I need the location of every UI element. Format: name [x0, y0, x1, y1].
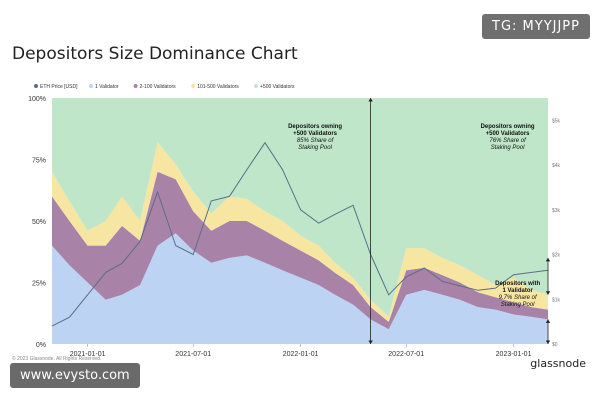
legend-entry: ETH Price [USD]: [40, 84, 78, 90]
annotation-text: Depositors owning +500 Validators 85% Shar…: [288, 124, 342, 151]
y-tick-right-label: $3k: [552, 208, 561, 214]
annotation-text: Depositors owning +500 Validators 76% Shar…: [481, 124, 535, 151]
page-title: Depositors Size Dominance Chart: [12, 44, 298, 64]
legend-entry: +500 Validators: [260, 84, 295, 90]
watermark: www.evysto.com: [10, 363, 140, 388]
axes: 0% 25% 50% 75% 100% $0 $1k $2k $3k $4k $5k 2021-01-…: [28, 96, 560, 358]
y-tick-right-label: $5k: [552, 118, 561, 124]
y-tick-left-label: 100%: [28, 96, 46, 103]
annotation-text: Depositors with 1 Validator 9.7% Share of S…: [495, 281, 540, 308]
x-tick-label: 2022-07-01: [388, 351, 424, 358]
x-tick-label: 2021-01-01: [70, 351, 106, 358]
arrow-head: [368, 98, 373, 102]
y-tick-left-label: 25%: [32, 281, 46, 288]
legend-entry: 2-100 Validators: [140, 84, 177, 90]
y-tick-left-label: 75%: [32, 158, 46, 165]
legend: ETH Price [USD] 1 Validator 2-100 Validato…: [34, 84, 295, 90]
annotations: Depositors owning +500 Validators 85% Shar…: [288, 98, 551, 344]
y-tick-right-label: $1k: [552, 297, 561, 303]
legend-swatch: [191, 84, 196, 88]
y-tick-right-label: $2k: [552, 253, 561, 259]
y-tick-left-label: 0%: [36, 342, 46, 349]
legend-swatch: [34, 84, 38, 88]
arrow-head: [545, 291, 551, 295]
x-tick-label: 2021-07-01: [175, 351, 211, 358]
x-tick-label: 2023-01-01: [496, 351, 532, 358]
legend-entry: 101-500 Validators: [197, 84, 239, 90]
glassnode-logo: glassnode: [530, 357, 586, 370]
tag-badge: TG: MYYJJPP: [482, 14, 590, 39]
arrow-head: [545, 340, 551, 344]
arrow-head: [545, 257, 551, 262]
legend-swatch: [89, 84, 93, 88]
area-1-validator: [52, 233, 548, 344]
plot-area: [51, 98, 549, 344]
area-2-100-validators: [52, 171, 548, 330]
arrow-head: [545, 319, 551, 323]
legend-swatch: [133, 84, 138, 88]
legend-swatch: [254, 84, 258, 88]
y-tick-left-label: 50%: [32, 219, 46, 226]
x-tick-label: 2022-01-01: [283, 351, 319, 358]
arrow-head: [368, 340, 373, 344]
y-tick-right-label: $0: [552, 342, 558, 348]
eth-price-line: [51, 141, 549, 327]
legend-entry: 1 Validator: [95, 84, 119, 90]
y-tick-right-label: $4k: [552, 163, 561, 169]
copyright-text: © 2023 Glassnode. All Rights Reserved.: [12, 356, 102, 362]
